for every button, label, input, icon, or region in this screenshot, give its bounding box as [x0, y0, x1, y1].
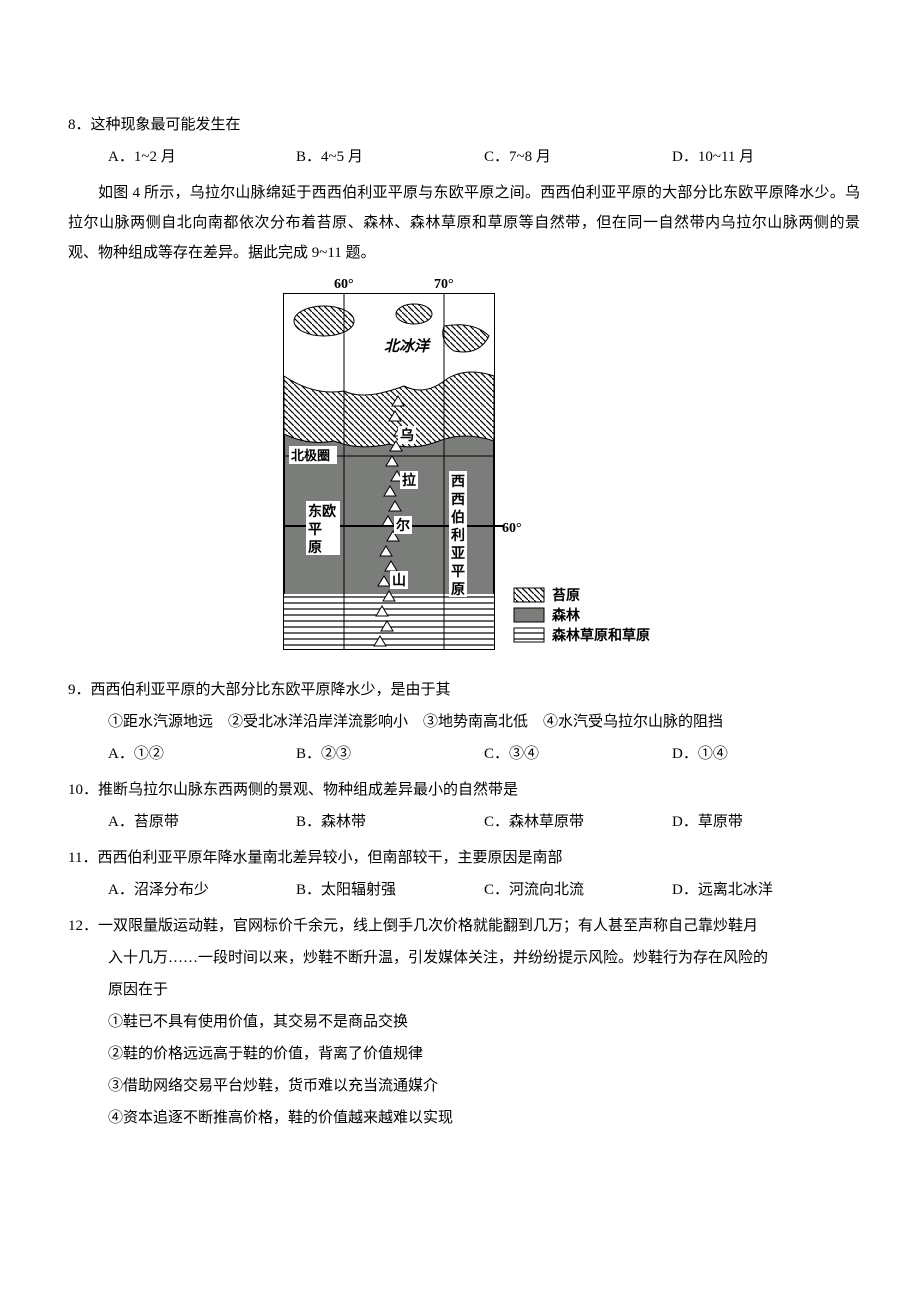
q12-body: 入十几万……一段时间以来，炒鞋不断升温，引发媒体关注，并纷纷提示风险。炒鞋行为存… [68, 943, 860, 1133]
svg-text:伯: 伯 [451, 509, 465, 526]
tundra-island-1 [294, 306, 354, 336]
q11-opt-b: B．太阳辐射强 [296, 875, 484, 905]
q12-opt4: ④资本追逐不断推高价格，鞋的价值越来越难以实现 [108, 1103, 860, 1133]
q9-sub: ①距水汽源地远 ②受北冰洋沿岸洋流影响小 ③地势南高北低 ④水汽受乌拉尔山脉的阻… [68, 707, 860, 737]
q12-opt3: ③借助网络交易平台炒鞋，货币难以充当流通媒介 [108, 1071, 860, 1101]
q11-opt-c: C．河流向北流 [484, 875, 672, 905]
svg-text:原: 原 [308, 540, 322, 556]
tundra-island-2 [396, 304, 432, 324]
svg-text:山: 山 [392, 573, 406, 589]
ocean-label: 北冰洋 [384, 338, 431, 355]
q11-opt-d: D．远离北冰洋 [672, 875, 860, 905]
legend-steppe: 森林草原和草原 [552, 627, 650, 644]
svg-text:拉: 拉 [402, 472, 416, 489]
legend-forest: 森林 [552, 607, 580, 624]
q8-options: A．1~2 月 B．4~5 月 C．7~8 月 D．10~11 月 [68, 142, 860, 172]
q9-opt-d: D．①④ [672, 739, 860, 769]
svg-text:东欧: 东欧 [308, 503, 336, 520]
q8-opt-c: C．7~8 月 [484, 142, 672, 172]
map-svg: 60° 70° [264, 276, 664, 652]
q12-line3: 原因在于 [108, 975, 860, 1005]
legend-tundra: 苔原 [552, 587, 580, 604]
lon-60: 60° [334, 277, 354, 292]
q8-opt-d: D．10~11 月 [672, 142, 860, 172]
arctic-circle-label: 北极圈 [291, 448, 330, 463]
west-siberia-label: 西 西 伯 利 亚 平 原 [449, 471, 467, 598]
svg-text:平: 平 [308, 522, 322, 538]
q12-opt2: ②鞋的价格远远高于鞋的价值，背离了价值规律 [108, 1039, 860, 1069]
svg-text:乌: 乌 [400, 427, 414, 444]
svg-text:尔: 尔 [396, 517, 410, 534]
q8-stem: 8．这种现象最可能发生在 [68, 110, 860, 140]
q9-options: A．①② B．②③ C．③④ D．①④ [68, 739, 860, 769]
q9-opt-b: B．②③ [296, 739, 484, 769]
q8-opt-b: B．4~5 月 [296, 142, 484, 172]
q12-line2: 入十几万……一段时间以来，炒鞋不断升温，引发媒体关注，并纷纷提示风险。炒鞋行为存… [108, 943, 860, 973]
q12-opt1: ①鞋已不具有使用价值，其交易不是商品交换 [108, 1007, 860, 1037]
q12-stem: 12．一双限量版运动鞋，官网标价千余元，线上倒手几次价格就能翻到几万；有人甚至声… [68, 911, 860, 941]
q10-opt-c: C．森林草原带 [484, 807, 672, 837]
q11-options: A．沼泽分布少 B．太阳辐射强 C．河流向北流 D．远离北冰洋 [68, 875, 860, 905]
q10-stem: 10．推断乌拉尔山脉东西两侧的景观、物种组成差异最小的自然带是 [68, 775, 860, 805]
svg-text:亚: 亚 [451, 546, 465, 562]
svg-text:西: 西 [451, 492, 465, 508]
passage-1: 如图 4 所示，乌拉尔山脉绵延于西西伯利亚平原与东欧平原之间。西西伯利亚平原的大… [68, 178, 860, 268]
legend: 苔原 森林 森林草原和草原 [514, 587, 650, 644]
q10-opt-d: D．草原带 [672, 807, 860, 837]
svg-text:原: 原 [451, 582, 465, 598]
q11-opt-a: A．沼泽分布少 [108, 875, 296, 905]
lat-60-label: 60° [502, 521, 522, 536]
svg-text:平: 平 [451, 564, 465, 580]
q9-opt-a: A．①② [108, 739, 296, 769]
steppe-belt [284, 594, 494, 649]
q10-opt-a: A．苔原带 [108, 807, 296, 837]
lon-70: 70° [434, 277, 454, 292]
q9-opt-c: C．③④ [484, 739, 672, 769]
q9-stem: 9．西西伯利亚平原的大部分比东欧平原降水少，是由于其 [68, 675, 860, 705]
q11-stem: 11．西西伯利亚平原年降水量南北差异较小，但南部较干，主要原因是南部 [68, 843, 860, 873]
q8-opt-a: A．1~2 月 [108, 142, 296, 172]
svg-text:西: 西 [451, 474, 465, 490]
svg-text:利: 利 [451, 527, 465, 544]
east-europe-label: 东欧 平 原 [306, 501, 340, 556]
map-figure: 60° 70° [68, 276, 860, 663]
q10-options: A．苔原带 B．森林带 C．森林草原带 D．草原带 [68, 807, 860, 837]
q10-opt-b: B．森林带 [296, 807, 484, 837]
